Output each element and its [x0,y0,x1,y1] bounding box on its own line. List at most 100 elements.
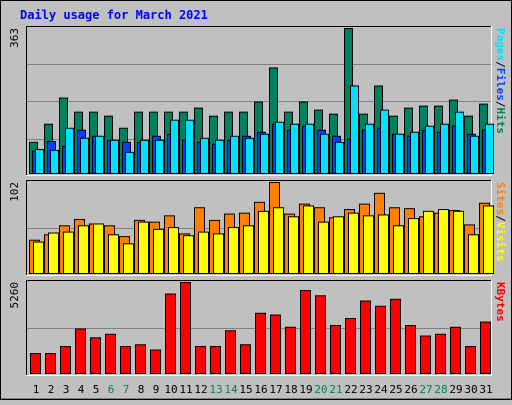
panel-visits-sites: 102 Sites/Visits [8,180,507,276]
x-label-day-4: 4 [78,383,85,396]
x-label-day-28: 28 [434,383,447,396]
bar-visits [63,231,74,275]
bar-pages [335,141,344,174]
bar-visits [318,221,329,275]
bar-pages [245,137,254,174]
x-label-day-24: 24 [374,383,388,396]
bar-kbytes [150,349,161,374]
x-label-day-7: 7 [123,383,130,396]
x-label-day-26: 26 [404,383,417,396]
x-label-day-27: 27 [419,383,432,396]
bar-kbytes [30,353,41,375]
chart-title: Daily usage for March 2021 [20,8,208,22]
x-label-day-14: 14 [224,383,238,396]
panel-hits-files-pages: 363 Pages/Files/Hits [8,26,507,176]
bar-pages [95,135,104,174]
legend-entry: Files [494,68,507,101]
bar-visits [423,210,434,275]
bar-visits [303,205,314,274]
bar-pages [200,137,209,174]
x-label-day-6: 6 [108,383,115,396]
bar-kbytes [255,312,266,374]
x-axis-labels: 1 2 3 4 5 6 7 8 9 10 11 12 13 14 15 16 17 18 19 20 21 22 23 24 2… [33,383,493,396]
bar-visits [213,233,224,274]
legend-entry: / [494,215,507,222]
panel-kbytes: 5260 KBytes [8,280,507,376]
bar-visits [273,207,284,274]
legend-entry: / [494,61,507,68]
bar-kbytes [120,346,131,374]
legend-entry: / [494,101,507,108]
bar-visits [378,214,389,274]
bar-pages [215,139,224,174]
bar-kbytes [360,300,371,374]
legend-hits-files-pages: Pages/Files/Hits [494,28,507,134]
x-label-day-29: 29 [449,383,462,396]
x-label-day-21: 21 [329,383,342,396]
bar-visits [393,225,404,274]
bar-kbytes [225,330,236,375]
bar-visits [228,227,239,274]
bar-pages [35,149,44,174]
bar-visits [288,216,299,274]
legend-entry: Pages [494,28,507,61]
bar-pages [380,109,389,174]
bar-kbytes [420,335,431,374]
bar-kbytes [270,314,281,374]
x-label-day-13: 13 [209,383,222,396]
bar-visits [333,216,344,274]
bar-pages [305,123,314,174]
legend-entry: Hits [494,108,507,135]
x-label-day-19: 19 [299,383,312,396]
bar-visits [348,212,359,275]
x-label-day-12: 12 [194,383,207,396]
bar-pages [350,85,359,174]
bar-pages [290,123,299,174]
x-label-day-30: 30 [464,383,477,396]
bar-pages [140,139,149,174]
bar-pages [125,151,134,174]
bar-pages [410,131,419,175]
bar-kbytes [165,293,176,375]
x-label-day-11: 11 [179,383,192,396]
bar-kbytes [285,326,296,374]
legend-kbytes: KBytes [494,282,507,322]
bar-visits [408,218,419,274]
bar-pages [425,125,434,174]
bar-kbytes [105,333,116,374]
bar-kbytes [435,333,446,374]
x-label-day-20: 20 [314,383,327,396]
bar-visits [363,215,374,274]
bar-visits [108,234,119,274]
x-label-day-18: 18 [284,383,297,396]
bar-pages [170,119,179,174]
bar-kbytes [135,344,146,375]
bar-visits [168,227,179,274]
bar-visits [243,225,254,274]
bar-pages [260,133,269,175]
bar-kbytes [240,344,251,375]
bar-pages [80,137,89,174]
bar-pages [65,127,74,174]
bar-kbytes [465,346,476,374]
x-label-day-3: 3 [63,383,70,396]
bar-visits [93,223,104,274]
legend-entry: KBytes [494,282,507,322]
x-label-day-15: 15 [239,383,252,396]
y-max-label: 5260 [8,282,21,309]
bar-kbytes [180,282,191,374]
y-max-label: 102 [8,182,21,202]
x-label-day-2: 2 [48,383,55,396]
x-label-day-31: 31 [479,383,492,396]
bar-visits [198,231,209,275]
x-label-day-10: 10 [164,383,177,396]
bar-kbytes [45,353,56,375]
bar-kbytes [315,295,326,375]
bar-visits [183,235,194,274]
bar-pages [470,135,479,174]
bar-visits [258,210,269,275]
bar-kbytes [300,290,311,374]
bar-kbytes [90,337,101,374]
bar-visits [153,228,164,274]
